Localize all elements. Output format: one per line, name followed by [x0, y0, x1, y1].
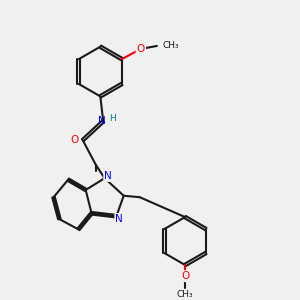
Text: H: H	[109, 114, 116, 123]
Text: N: N	[98, 116, 106, 126]
Text: O: O	[70, 135, 78, 145]
Text: N: N	[116, 214, 123, 224]
Text: CH₃: CH₃	[177, 290, 194, 299]
Text: O: O	[181, 271, 189, 281]
Text: N: N	[104, 171, 112, 181]
Text: CH₃: CH₃	[162, 41, 179, 50]
Text: O: O	[137, 44, 145, 54]
